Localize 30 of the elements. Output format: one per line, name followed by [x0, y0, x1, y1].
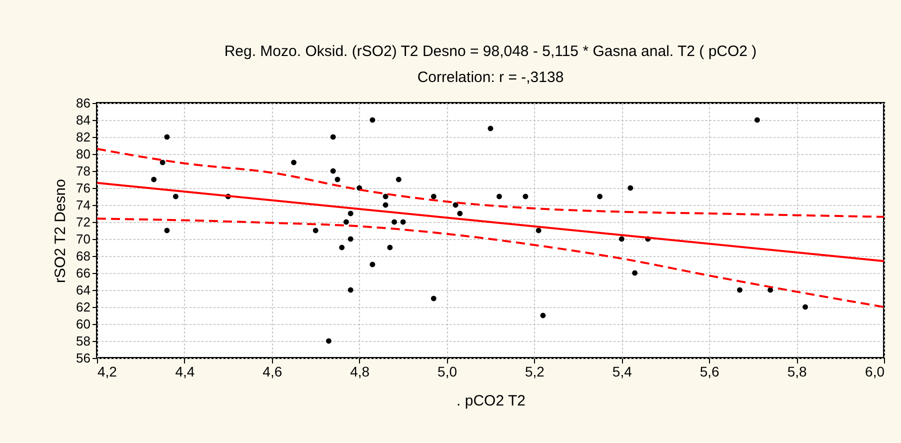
x-tick-label: 4,2: [98, 364, 118, 380]
y-tick-label: 60: [76, 316, 90, 332]
x-axis-title: . pCO2 T2: [456, 392, 526, 410]
y-tick-label: 80: [76, 146, 90, 162]
x-tick-label: 5,2: [524, 364, 545, 380]
y-tick-label: 64: [76, 282, 90, 298]
x-tick-label: 5,0: [438, 364, 458, 380]
y-axis-title: rSO2 T2 Desno: [52, 179, 70, 283]
y-tick-label: 76: [76, 180, 90, 196]
x-tick-label: 4,8: [350, 364, 370, 380]
x-tick-label: 5,8: [787, 364, 807, 380]
y-tick-label: 70: [76, 232, 90, 246]
y-tick-label: 72: [76, 214, 90, 230]
x-tick-label: 5,6: [700, 364, 720, 380]
y-tick-label: 86: [76, 96, 90, 110]
y-tick-label: 74: [76, 198, 90, 212]
y-tick-label: 62: [76, 300, 90, 314]
chart-subtitle: Correlation: r = -,3138: [417, 69, 564, 86]
chart-title: Reg. Mozo. Oksid. (rSO2) T2 Desno = 98,048 - 5,115 * Gasna anal. T2 ( pCO2 ): [224, 43, 757, 60]
x-tick-label: 5,4: [612, 364, 632, 380]
y-tick-label: 84: [76, 112, 90, 128]
y-tick-label: 78: [76, 164, 90, 178]
y-tick-label: 56: [76, 350, 90, 366]
x-tick-label: 4,6: [262, 364, 282, 380]
y-tick-label: 58: [76, 334, 90, 348]
x-tick-label: 6,0: [865, 364, 885, 380]
y-tick-label: 66: [76, 266, 90, 280]
y-tick-label: 68: [76, 248, 90, 264]
y-tick-label: 82: [76, 130, 90, 144]
x-tick-label: 4,4: [175, 364, 195, 380]
